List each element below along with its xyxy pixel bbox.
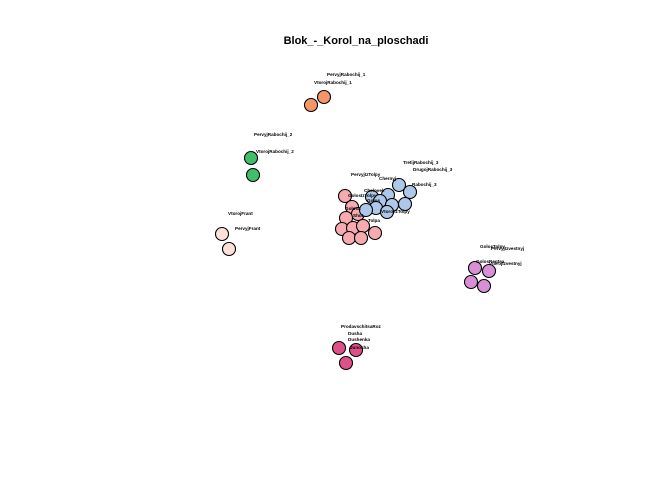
node-golos-regtsa[interactable] — [463, 274, 479, 290]
label-vtoroj-iz-tolpy: VtorojIzTolpy — [381, 209, 410, 214]
label-cluster-a: Chelovek — [364, 188, 385, 193]
node-pervyj-rabochij-1[interactable] — [316, 89, 332, 105]
graph-title: Blok_-_Korol_na_ploschadi — [284, 35, 429, 47]
label-junosha: Junosha — [350, 345, 369, 350]
label-vtoroj-front: VtorojFrant — [228, 211, 253, 216]
node-pervyj-front[interactable] — [221, 241, 237, 257]
node-vtoroj-front[interactable] — [214, 226, 230, 242]
node-pervyj-izvestnyj[interactable] — [481, 263, 497, 279]
label-tretij-rabochij-3: TretijRabochij_3 — [403, 160, 439, 165]
label-pervyj-izvestnyj: PervyjIzvestnyj — [491, 246, 524, 251]
label-golos-regtsa: GolosRegtsa — [476, 259, 505, 264]
label-vtoroj-rabochij-1: VtorojRabochij_1 — [314, 80, 352, 85]
node-pink[interactable] — [367, 225, 383, 241]
label-pervyj-rabochij-1: PervyjRabochij_1 — [327, 72, 366, 77]
label-vtoroj-izvestnyj: VtorojIzvestnyj — [489, 261, 522, 266]
cluster-magenta — [331, 340, 364, 371]
node-blue[interactable] — [391, 177, 407, 193]
node-pink[interactable] — [341, 230, 357, 246]
label-vtoroj-rabochij-2: VtorojRabochij_2 — [256, 149, 294, 154]
node-pink[interactable] — [337, 188, 353, 204]
node-blue[interactable] — [397, 196, 413, 212]
node-dusha[interactable] — [348, 342, 364, 358]
label-cluster-d: Golosa — [345, 206, 361, 211]
label-chernyj: Chernyj — [379, 176, 396, 181]
label-cluster-f: Tolpa — [368, 218, 380, 223]
node-vtoroj-rabochij-2[interactable] — [245, 167, 261, 183]
label-dusha2: Dushenka — [348, 337, 370, 342]
label-cluster-c: Golos — [367, 198, 380, 203]
node-vtoroj-rabochij-1[interactable] — [303, 97, 319, 113]
label-pervyj-front: PervyjFrant — [235, 226, 261, 231]
label-dusha: Dusha — [348, 331, 362, 336]
node-junosha[interactable] — [338, 355, 354, 371]
node-pink[interactable] — [353, 230, 369, 246]
label-drugoj-rabochij-3: DrugojRabochij_3 — [413, 167, 453, 172]
label-golos-tolpy: GolosTolpy — [480, 244, 505, 249]
node-prodavschitsa-roz[interactable] — [331, 340, 347, 356]
node-blue[interactable] — [402, 184, 418, 200]
node-blue[interactable] — [379, 204, 395, 220]
label-cluster-e: Shut — [353, 213, 364, 218]
node-pervyj-rabochij-2[interactable] — [243, 150, 259, 166]
label-rabochij-3: Rabochij_3 — [412, 182, 437, 187]
node-golos-tolpy[interactable] — [467, 260, 483, 276]
label-pervyj-rabochij-2: PervyjRabochij_2 — [254, 132, 293, 137]
cluster-blue — [358, 177, 418, 220]
cluster-violet — [463, 260, 497, 294]
label-pervyj-iz-tolpy: PervyjIzTolpy — [351, 172, 381, 177]
node-blue[interactable] — [358, 202, 374, 218]
node-vtoroj-izvestnyj[interactable] — [476, 278, 492, 294]
label-prodavschitsa-roz: ProdavschitsaRoz — [341, 324, 382, 329]
label-cluster-b: GolosIzTolpy — [348, 193, 377, 198]
